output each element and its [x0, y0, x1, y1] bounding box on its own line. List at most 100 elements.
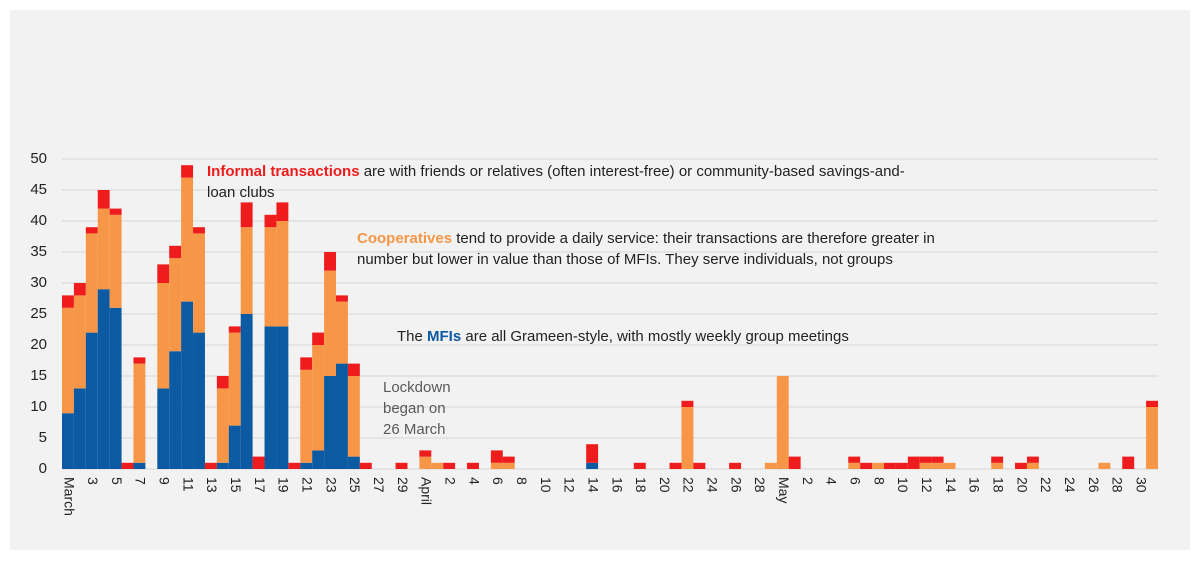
x-tick-label: 24 [1062, 477, 1078, 493]
bar-segment [895, 462, 908, 469]
bar-segment [359, 462, 372, 469]
x-tick-label: 14 [943, 477, 959, 493]
bar-segment [943, 462, 956, 469]
x-tick-label: 30 [1133, 477, 1149, 493]
series-name: MFIs [427, 328, 461, 345]
bar-segment [264, 227, 277, 327]
bar-segment [157, 264, 170, 283]
x-tick-label: 8 [871, 477, 887, 485]
bar-segment [729, 462, 742, 469]
bars [62, 165, 1158, 469]
bar-segment [1146, 400, 1158, 407]
x-tick-label: 10 [895, 477, 911, 493]
x-tick-label: 4 [824, 477, 840, 485]
x-tick-label: March [61, 477, 77, 516]
bar-segment [204, 462, 217, 469]
bar-segment [872, 462, 884, 469]
bar-segment [240, 202, 253, 228]
annotation-informal: loan clubs [207, 184, 275, 201]
bar-segment [764, 462, 777, 469]
annotation-coop: Cooperatives tend to provide a daily ser… [357, 230, 935, 247]
bar-segment [228, 425, 241, 469]
x-tick-label: 11 [180, 477, 196, 492]
bar-segment [216, 462, 229, 469]
bar-segment [502, 462, 515, 469]
bar-segment [681, 407, 694, 469]
bar-segment [991, 462, 1004, 469]
bar-segment [1015, 462, 1027, 469]
x-tick-label: 6 [848, 477, 864, 485]
bar-segment [193, 233, 205, 333]
bar-segment [252, 456, 265, 469]
bar-segment [490, 450, 503, 463]
y-tick-label: 10 [30, 398, 47, 415]
bar-segment [169, 351, 182, 469]
x-tick-label: 16 [609, 477, 625, 493]
bar-segment [919, 462, 932, 469]
bar-segment [109, 214, 122, 308]
x-tick-label: 5 [109, 477, 125, 485]
lockdown-note: began on [383, 400, 446, 417]
bar-segment [312, 450, 325, 469]
bar-segment [681, 400, 694, 407]
bar-segment [312, 332, 325, 345]
y-tick-label: 30 [30, 274, 47, 291]
bar-segment [73, 295, 86, 389]
bar-segment [85, 233, 98, 333]
x-tick-label: 17 [252, 477, 268, 493]
bar-segment [502, 456, 515, 463]
bar-segment [240, 227, 253, 314]
y-tick-label: 35 [30, 243, 47, 260]
series-name: Informal transactions [207, 163, 360, 180]
x-tick-label: 12 [919, 477, 935, 493]
x-tick-label: 26 [728, 477, 744, 493]
bar-segment [73, 388, 86, 469]
bar-segment [931, 456, 944, 463]
bar-segment [133, 363, 146, 463]
bar-segment [312, 345, 325, 451]
x-tick-label: 25 [347, 477, 363, 493]
x-tick-label: 8 [514, 477, 530, 485]
x-tick-label: 23 [323, 477, 339, 493]
bar-segment [347, 376, 360, 457]
bar-segment [240, 314, 253, 469]
bar-segment [431, 462, 444, 469]
x-tick-label: 3 [85, 477, 101, 485]
bar-segment [419, 450, 432, 457]
bar-segment [443, 462, 456, 469]
annotation-mfi: The MFIs are all Grameen-style, with mos… [397, 328, 849, 345]
bar-segment [169, 245, 182, 259]
bar-segment [157, 283, 170, 389]
bar-segment [157, 388, 170, 469]
bar-segment [788, 456, 801, 469]
bar-segment [216, 376, 229, 389]
bar-segment [633, 462, 646, 469]
bar-segment [1146, 407, 1158, 469]
bar-segment [97, 208, 110, 290]
lockdown-note: 26 March [383, 421, 446, 438]
bar-segment [288, 462, 301, 469]
bar-segment [395, 462, 408, 469]
x-tick-label: 29 [395, 477, 411, 493]
x-tick-label: 28 [1110, 477, 1126, 493]
bar-segment [300, 369, 313, 463]
y-tick-label: 50 [30, 150, 47, 167]
annotation-coop: number but lower in value than those of … [357, 251, 893, 268]
bar-segment [73, 283, 86, 296]
bar-segment [109, 208, 122, 215]
bar-segment [300, 462, 313, 469]
bar-segment [884, 462, 896, 469]
bar-segment [848, 456, 861, 463]
bar-segment [85, 332, 98, 469]
bar-segment [193, 332, 205, 469]
bar-segment [276, 326, 289, 469]
bar-segment [1098, 462, 1111, 469]
bar-segment [181, 301, 194, 469]
x-tick-label: 18 [633, 477, 649, 493]
bar-segment [1026, 456, 1039, 463]
bar-segment [228, 332, 241, 426]
x-tick-label: 24 [705, 477, 721, 493]
bar-segment [586, 462, 599, 469]
bar-segment [264, 214, 277, 228]
